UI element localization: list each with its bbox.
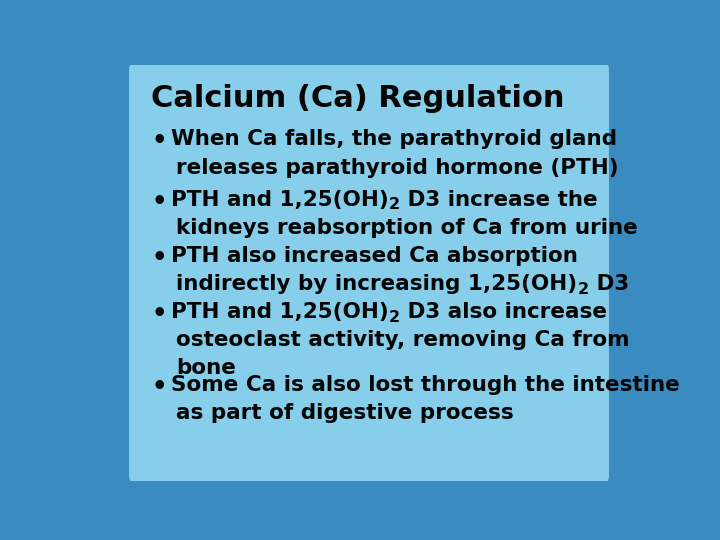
- Text: •: •: [151, 190, 167, 213]
- Text: •: •: [151, 302, 167, 326]
- Text: D3 also increase: D3 also increase: [400, 302, 607, 322]
- Text: releases parathyroid hormone (PTH): releases parathyroid hormone (PTH): [176, 158, 619, 178]
- Text: 2: 2: [389, 198, 400, 212]
- Text: bone: bone: [176, 359, 236, 379]
- Text: osteoclast activity, removing Ca from: osteoclast activity, removing Ca from: [176, 330, 630, 350]
- Text: indirectly by increasing 1,25(OH): indirectly by increasing 1,25(OH): [176, 274, 577, 294]
- Text: D3 increase the: D3 increase the: [400, 190, 598, 210]
- Text: PTH and 1,25(OH): PTH and 1,25(OH): [171, 302, 389, 322]
- Text: 2: 2: [389, 310, 400, 325]
- Text: PTH and 1,25(OH): PTH and 1,25(OH): [171, 190, 389, 210]
- FancyBboxPatch shape: [129, 60, 609, 485]
- Text: Calcium (Ca) Regulation: Calcium (Ca) Regulation: [151, 84, 565, 112]
- Text: •: •: [151, 375, 167, 399]
- Text: •: •: [151, 129, 167, 153]
- Text: 2: 2: [577, 282, 589, 297]
- Text: •: •: [151, 246, 167, 269]
- Text: Some Ca is also lost through the intestine: Some Ca is also lost through the intesti…: [171, 375, 680, 395]
- Text: When Ca falls, the parathyroid gland: When Ca falls, the parathyroid gland: [171, 129, 617, 149]
- Text: D3: D3: [589, 274, 629, 294]
- Text: PTH also increased Ca absorption: PTH also increased Ca absorption: [171, 246, 577, 266]
- Text: kidneys reabsorption of Ca from urine: kidneys reabsorption of Ca from urine: [176, 218, 638, 238]
- Text: as part of digestive process: as part of digestive process: [176, 403, 514, 423]
